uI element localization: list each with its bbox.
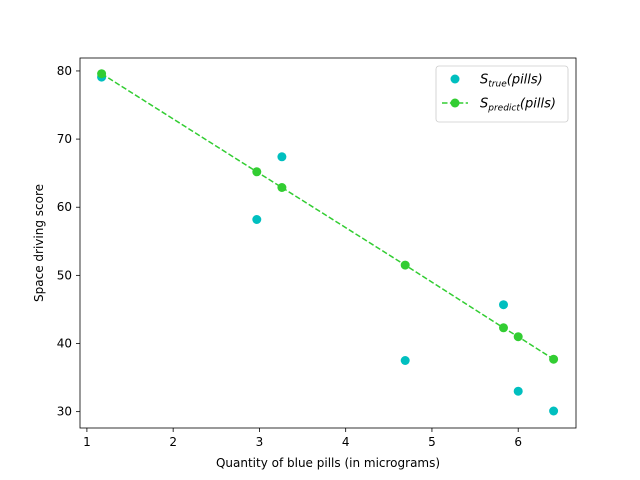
legend-marker (450, 74, 460, 84)
y-tick-label: 50 (57, 268, 72, 282)
y-tick-label: 70 (57, 132, 72, 146)
data-point (513, 386, 523, 396)
y-tick-label: 80 (57, 64, 72, 78)
data-point (400, 356, 410, 365)
data-point (277, 183, 287, 192)
data-point (252, 215, 262, 224)
x-tick-label: 6 (514, 435, 522, 449)
y-tick-label: 60 (57, 200, 72, 214)
legend-marker (450, 98, 460, 108)
data-point (97, 69, 107, 79)
axes-layer: 1 2 3 4 5 6 30 40 50 60 70 80 (57, 57, 577, 449)
data-point (252, 167, 262, 177)
x-tick-label: 3 (256, 435, 264, 449)
data-point (499, 323, 508, 333)
legend-box (435, 65, 569, 123)
data-point (499, 300, 508, 310)
y-tick-label: 30 (57, 405, 72, 419)
legend-label: Strue(pills) (480, 73, 543, 90)
y-axis-label: Space driving score (32, 184, 46, 302)
x-tick-label: 5 (428, 435, 436, 449)
legend-label: Spredict(pills) (480, 97, 556, 114)
data-point (400, 260, 410, 270)
x-axis-label: Quantity of blue pills (in micrograms) (216, 456, 440, 470)
legend: Strue(pills) Spredict(pills) (435, 65, 569, 123)
data-point (549, 406, 559, 416)
x-tick-label: 2 (169, 435, 177, 449)
data-point (549, 354, 559, 364)
x-tick-label: 1 (83, 435, 91, 449)
data-point (513, 332, 523, 342)
data-point (277, 152, 287, 162)
axes-frame (79, 57, 577, 429)
series-layer (97, 69, 559, 416)
x-tick-label: 4 (342, 435, 350, 449)
y-tick-label: 40 (57, 337, 72, 351)
